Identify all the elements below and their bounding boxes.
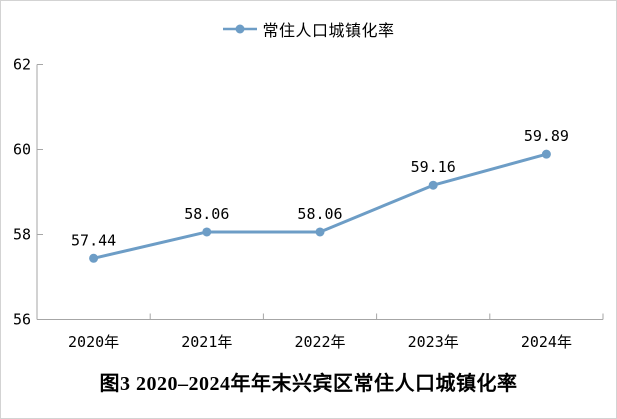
data-point-label: 59.89	[524, 127, 569, 145]
x-tick-label: 2024年	[521, 333, 572, 351]
y-tick-label: 60	[13, 141, 31, 159]
x-tick-label: 2022年	[294, 333, 345, 351]
x-tick-label: 2020年	[68, 333, 119, 351]
data-point-marker	[202, 227, 212, 237]
data-point-label: 58.06	[297, 205, 342, 223]
chart-title: 图3 2020–2024年年末兴宾区常住人口城镇化率	[99, 373, 518, 395]
y-tick-label: 56	[13, 311, 31, 329]
data-point-marker	[315, 227, 325, 237]
data-point-marker	[428, 180, 438, 190]
data-point-marker	[541, 149, 551, 159]
x-tick-label: 2021年	[181, 333, 232, 351]
x-tick-label: 2023年	[408, 333, 459, 351]
data-point-label: 59.16	[411, 158, 456, 176]
y-tick-label: 58	[13, 226, 31, 244]
data-point-label: 57.44	[71, 231, 116, 249]
data-point-marker	[89, 253, 99, 263]
y-tick-label: 62	[13, 56, 31, 74]
data-point-label: 58.06	[184, 205, 229, 223]
